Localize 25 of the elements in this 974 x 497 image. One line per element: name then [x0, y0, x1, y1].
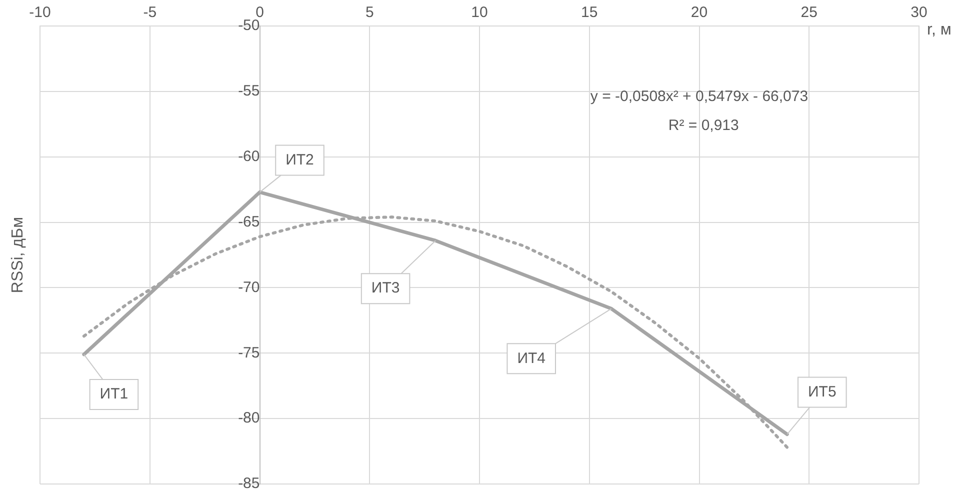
x-tick-label: 15	[581, 4, 598, 22]
x-tick-label: -10	[29, 4, 51, 22]
y-axis-title: RSSi, дБм	[9, 216, 26, 294]
x-tick-label: 20	[690, 4, 708, 22]
annotation: y = -0,0508x² + 0,5479x - 66,073	[590, 88, 808, 106]
y-tick-label: -85	[238, 475, 260, 492]
y-tick-label: -70	[238, 278, 260, 296]
y-tick-label: -50	[238, 17, 260, 34]
y-tick-label: -60	[238, 148, 260, 165]
annotation: ИТ2	[286, 151, 314, 168]
annotation: ИТ5	[808, 383, 836, 400]
annotation: ИТ1	[100, 386, 128, 403]
y-tick-label: -65	[238, 213, 260, 230]
x-axis-title: r, м	[927, 21, 952, 38]
x-tick-label: -5	[143, 4, 157, 22]
x-tick-label: 30	[910, 4, 928, 22]
annotation: ИТ4	[517, 350, 546, 367]
y-tick-label: -75	[238, 344, 260, 362]
y-tick-label: -55	[238, 82, 260, 100]
x-tick-label: 10	[471, 4, 488, 22]
annotation: R² = 0,913	[668, 116, 739, 134]
x-tick-label: 5	[365, 4, 374, 22]
annotation: ИТ3	[371, 280, 400, 297]
x-tick-label: 25	[800, 4, 818, 22]
y-tick-label: -80	[238, 410, 260, 427]
